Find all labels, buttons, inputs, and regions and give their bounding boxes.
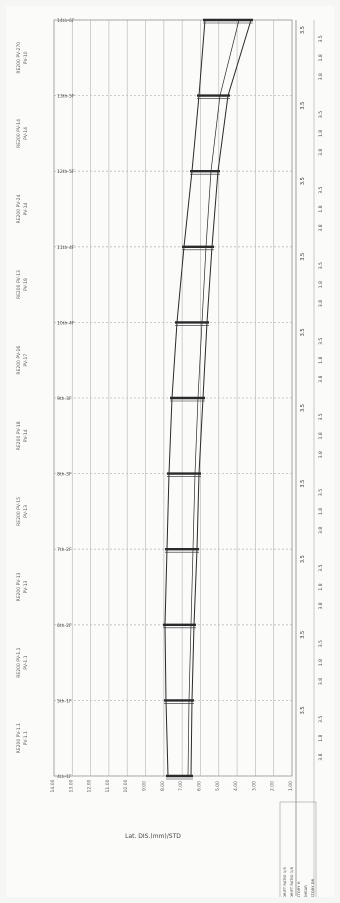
right-row-value: 3.8: [318, 224, 324, 231]
right-row-value: 3.5: [318, 338, 324, 345]
bottom-table-cell: STORY H: [296, 881, 301, 897]
side-note: RE200 PV-24: [16, 194, 22, 223]
right-row-value: 3.8: [318, 451, 324, 458]
right-row-value: 1.8: [318, 734, 324, 741]
axis-tick-label: 10.00: [123, 779, 129, 792]
axis-tick-label: 6.00: [196, 781, 202, 791]
floor-label: 9th-3F: [57, 396, 72, 402]
right-top-value: 3.5: [300, 706, 306, 714]
axis-tick-label: 9.00: [142, 781, 148, 791]
right-top-value: 3.5: [300, 555, 306, 563]
right-row-value: 3.8: [318, 602, 324, 609]
axis-tick-label: 2.00: [270, 781, 276, 791]
right-row-value: 3.8: [318, 375, 324, 382]
bottom-table-cell: STORY DR: [310, 878, 315, 897]
right-row-value: 1.8: [318, 54, 324, 61]
axis-tick-label: 14.00: [50, 779, 56, 792]
right-top-value: 3.5: [300, 631, 306, 639]
drift-diagram: 14.00 13.00 12.00 11.00 10.00 9.00 8.00 7.00 6.0…: [16, 18, 324, 903]
right-row-value: 3.5: [318, 413, 324, 420]
right-row-value: 3.8: [318, 678, 324, 685]
side-note: RE200 PV-15: [16, 497, 22, 526]
right-row-value: 3.8: [318, 753, 324, 760]
right-row-value: 3.5: [318, 186, 324, 193]
right-row-value: 1.8: [318, 205, 324, 212]
right-row-value: 3.5: [318, 262, 324, 269]
axis-tick-label: 1.00: [288, 781, 294, 791]
right-top-value: 3.5: [300, 328, 306, 336]
right-top-value: 3.5: [300, 26, 306, 34]
right-row-value: 3.5: [318, 489, 324, 496]
right-row-value: 1.8: [318, 583, 324, 590]
floor-label: 12th-5F: [57, 169, 75, 175]
side-note: RE200 PV-1.1: [16, 647, 22, 677]
right-row-value: 1.8: [318, 356, 324, 363]
side-note: PV-10: [23, 51, 29, 64]
right-top-value: 3.5: [300, 177, 306, 185]
right-row-value: 1.8: [318, 281, 324, 288]
axis-tick-label: 12.00: [87, 779, 93, 792]
floor-label: 13th-5F: [57, 94, 75, 100]
side-note: PV-17: [23, 354, 29, 367]
floor-label: 14th-6F: [57, 18, 75, 24]
right-row-value: 3.8: [318, 300, 324, 307]
right-row-value: 1.8: [318, 130, 324, 137]
floor-label: 10th-4F: [57, 320, 75, 326]
side-note: RE200 PV-18: [16, 421, 22, 450]
floor-label: 5th-1F: [57, 698, 72, 704]
floor-label: 4th-1F: [57, 774, 72, 780]
side-note: PV-1.1: [23, 731, 29, 745]
side-note: PV-18: [23, 278, 29, 291]
axis-tick-label: 4.00: [233, 781, 239, 791]
right-row-value: 1.8: [318, 659, 324, 666]
drawing-sheet: 14.00 13.00 12.00 11.00 10.00 9.00 8.00 7.00 6.0…: [6, 6, 334, 903]
side-note: PV-1.1: [23, 655, 29, 669]
right-row-value: 3.8: [318, 73, 324, 80]
right-row-value: 3.5: [318, 35, 324, 42]
axis-tick-label: 11.00: [105, 779, 111, 792]
axis-tick-label: 5.00: [215, 781, 221, 791]
right-row-value: 1.8: [318, 508, 324, 515]
floor-label: 8th-3F: [57, 472, 72, 478]
side-note: RE200 PV-13: [16, 270, 22, 299]
side-note: PV-14: [23, 429, 29, 442]
bottom-table-cell: DRIFT RATIO 1/5: [282, 867, 287, 897]
right-top-value: 3.5: [300, 102, 306, 110]
side-note: RE200 PV-270: [16, 42, 22, 74]
right-top-value: 3.5: [300, 253, 306, 261]
side-note: RE200 PV-16: [16, 346, 22, 375]
axis-tick-label: 8.00: [160, 781, 166, 791]
side-note: PV-13: [23, 580, 29, 593]
right-row-value: 3.5: [318, 716, 324, 723]
floor-label: 6th-2F: [57, 623, 72, 629]
bottom-table-cell: DRIFT RATIO 1/8: [289, 867, 294, 897]
axis-title: Lat. DIS.(mm)/STD: [125, 833, 181, 840]
right-row-value: 1.8: [318, 432, 324, 439]
side-note: RE200 PV-1.1: [16, 723, 22, 753]
side-note: PV-14: [23, 127, 29, 140]
right-top-value: 3.5: [300, 404, 306, 412]
right-row-value: 3.5: [318, 564, 324, 571]
side-note: PV-14: [23, 202, 29, 215]
right-row-value: 3.8: [318, 149, 324, 156]
axis-tick-label: 13.00: [68, 779, 74, 792]
side-note: PV-13: [23, 505, 29, 518]
side-note: RE200 PV-13: [16, 572, 22, 601]
bottom-table-cell: SHEAR: [303, 885, 308, 897]
floor-label: 7th-2F: [57, 547, 72, 553]
right-row-value: 3.5: [318, 640, 324, 647]
floor-label: 11th-4F: [57, 245, 75, 251]
right-row-value: 3.5: [318, 111, 324, 118]
axis-tick-label: 7.00: [178, 781, 184, 791]
right-row-value: 3.8: [318, 527, 324, 534]
side-note: RE200 PV-14: [16, 119, 22, 148]
right-top-value: 3.5: [300, 480, 306, 488]
axis-tick-label: 3.00: [251, 781, 257, 791]
